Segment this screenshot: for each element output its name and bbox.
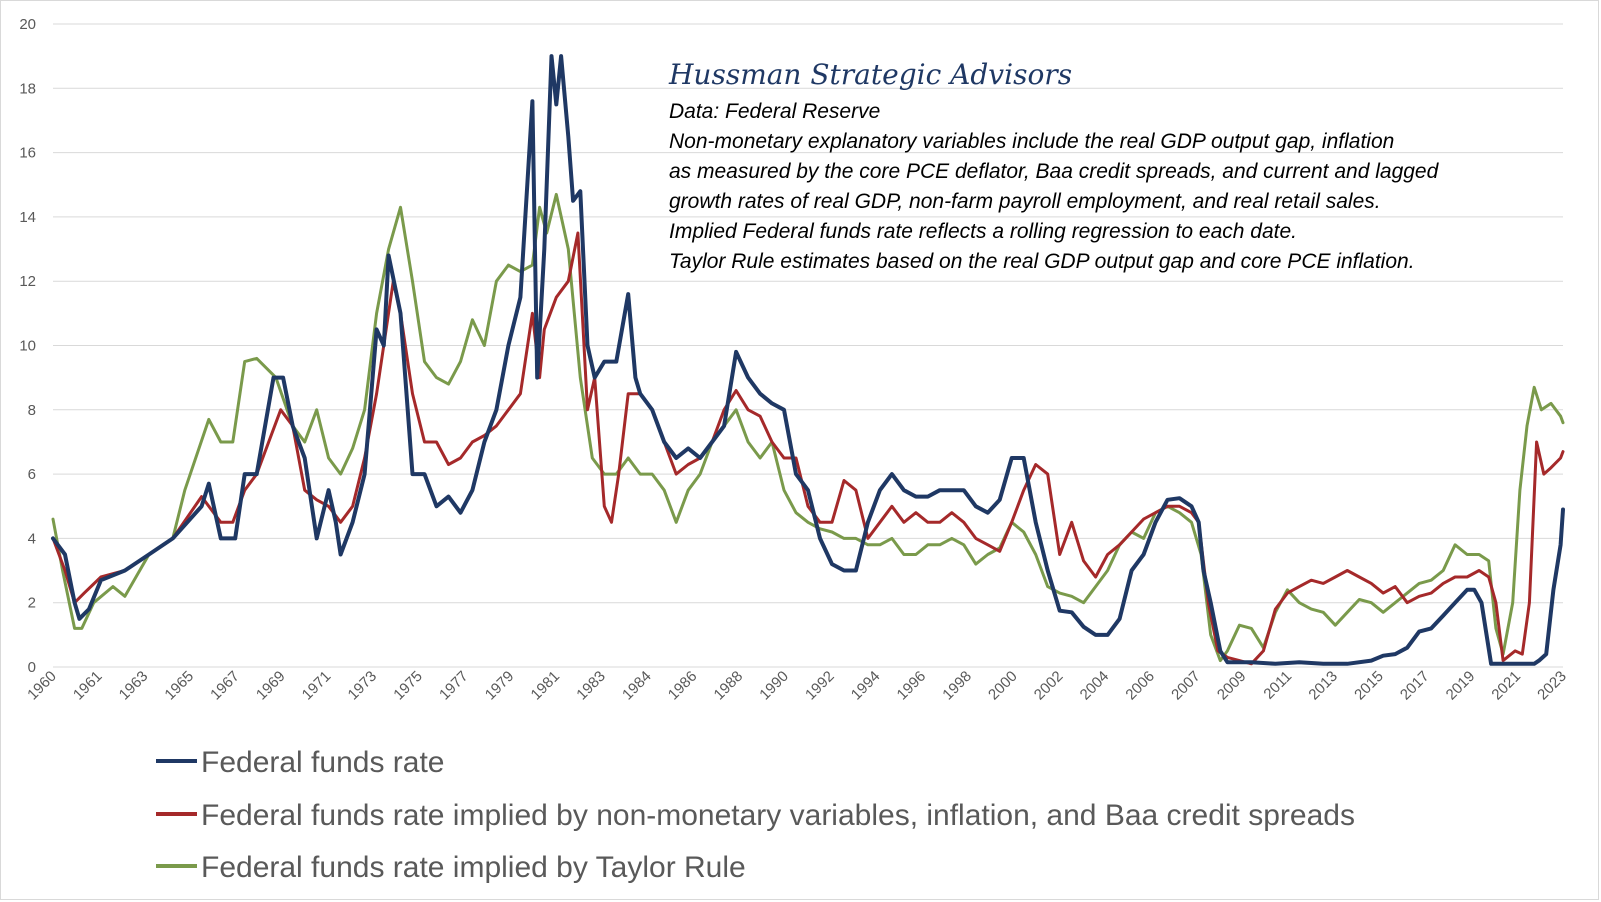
- x-tick-label: 2004: [1077, 668, 1113, 704]
- x-tick-label: 2019: [1443, 668, 1479, 704]
- annotation-line-5: Implied Federal funds rate reflects a ro…: [669, 220, 1297, 243]
- x-tick-label: 1998: [939, 668, 975, 704]
- y-tick-label: 4: [28, 530, 36, 547]
- y-tick-label: 16: [19, 145, 36, 162]
- annotation-block: Hussman Strategic Advisors Data: Federal…: [668, 58, 1440, 273]
- x-tick-label: 2011: [1260, 668, 1295, 703]
- x-tick-label: 2013: [1305, 668, 1341, 704]
- y-gridlines: [53, 23, 1563, 668]
- legend-label-fed-funds: Federal funds rate: [201, 746, 444, 779]
- x-tick-label: 1986: [665, 668, 701, 704]
- x-tick-label: 1967: [207, 668, 243, 704]
- legend-label-implied-nonmonetary: Federal funds rate implied by non-moneta…: [201, 799, 1355, 832]
- x-tick-label: 2023: [1534, 668, 1570, 704]
- annotation-line-4: growth rates of real GDP, non-farm payro…: [669, 190, 1381, 213]
- x-tick-label: 1983: [573, 668, 609, 704]
- x-tick-label: 1981: [528, 668, 564, 704]
- y-tick-label: 2: [28, 595, 36, 612]
- x-tick-label: 2021: [1488, 668, 1524, 704]
- x-tick-label: 1961: [70, 668, 106, 704]
- x-tick-label: 1971: [299, 668, 335, 704]
- annotation-title: Hussman Strategic Advisors: [668, 58, 1072, 91]
- series-line-1: [51, 231, 1565, 666]
- series-line-2: [51, 192, 1565, 663]
- x-tick-label: 2002: [1031, 668, 1067, 704]
- y-tick-label: 14: [19, 209, 36, 226]
- y-tick-labels: 0 2 4 6 8 10 12 14 16 18 20: [19, 16, 36, 676]
- y-tick-label: 20: [19, 16, 36, 33]
- x-tick-label: 1963: [116, 668, 152, 704]
- x-tick-label: 1990: [756, 668, 792, 704]
- x-tick-label: 2006: [1122, 668, 1158, 704]
- x-tick-labels: 1960 1961 1963 1965 1967 1969 1971 1973 1975 1977…: [24, 668, 1570, 704]
- x-tick-label: 1994: [848, 668, 884, 704]
- legend-label-taylor-rule: Federal funds rate implied by Taylor Rul…: [201, 851, 746, 884]
- annotation-line-1: Data: Federal Reserve: [669, 100, 880, 123]
- legend: Federal funds rate Federal funds rate im…: [156, 746, 1355, 884]
- series-line-0: [51, 54, 1565, 666]
- x-tick-label: 1973: [345, 668, 381, 704]
- y-tick-label: 0: [28, 659, 36, 676]
- x-tick-label: 1979: [482, 668, 518, 704]
- series-lines: [51, 54, 1565, 666]
- y-tick-label: 6: [28, 466, 36, 483]
- annotation-line-2: Non-monetary explanatory variables inclu…: [669, 130, 1394, 153]
- annotation-line-3: as measured by the core PCE deflator, Ba…: [669, 160, 1440, 183]
- x-tick-label: 1992: [802, 668, 838, 704]
- x-tick-label: 1977: [436, 668, 472, 704]
- x-tick-label: 1965: [161, 668, 197, 704]
- x-tick-label: 1975: [390, 668, 426, 704]
- y-tick-label: 8: [28, 402, 36, 419]
- x-tick-label: 2000: [985, 668, 1021, 704]
- x-tick-label: 2009: [1214, 668, 1250, 704]
- y-tick-label: 10: [19, 338, 36, 355]
- x-tick-label: 1984: [619, 668, 655, 704]
- x-tick-label: 2017: [1397, 668, 1433, 704]
- x-tick-label: 1996: [894, 668, 930, 704]
- x-tick-label: 1969: [253, 668, 289, 704]
- x-tick-label: 1988: [711, 668, 747, 704]
- y-tick-label: 18: [19, 80, 36, 97]
- y-tick-label: 12: [19, 273, 36, 290]
- annotation-line-6: Taylor Rule estimates based on the real …: [669, 250, 1415, 273]
- x-tick-label: 2015: [1351, 668, 1387, 704]
- x-tick-label: 2007: [1168, 668, 1204, 704]
